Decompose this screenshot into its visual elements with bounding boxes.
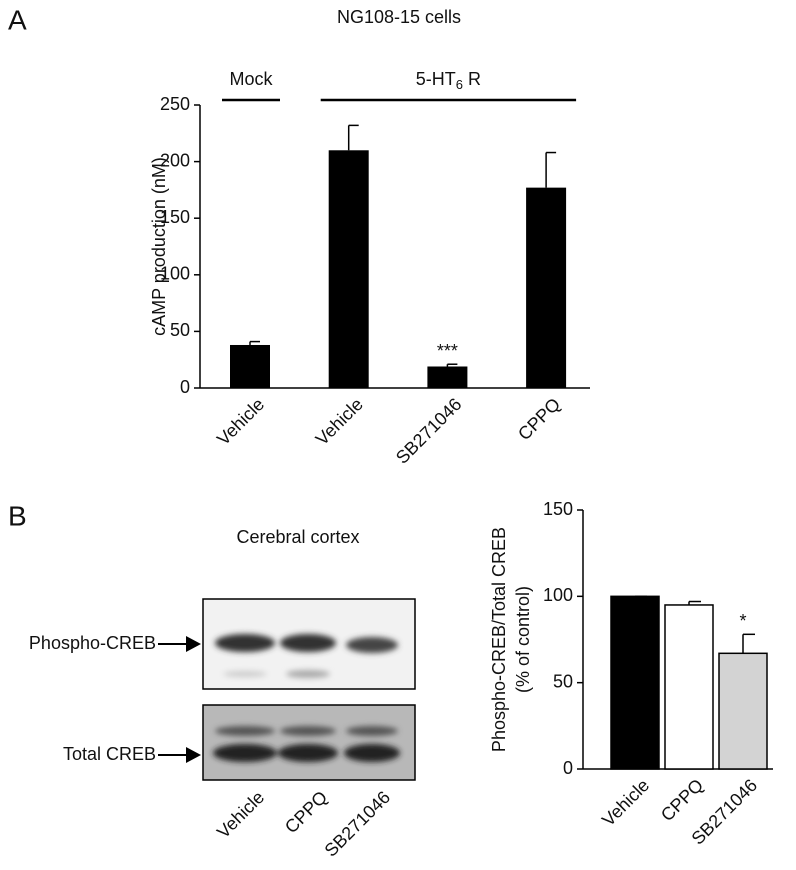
group-label: 5-HT6 R <box>416 69 481 93</box>
bar <box>328 150 369 388</box>
x-tick-label: CPPQ <box>657 775 707 825</box>
group-label: Mock <box>229 69 273 89</box>
panel-label: A <box>8 4 27 35</box>
x-tick-label: Vehicle <box>312 394 367 449</box>
y-tick-label: 200 <box>160 150 190 170</box>
blot-row-label: Total CREB <box>63 744 156 764</box>
group-label-part: 5-HT <box>416 69 456 89</box>
lane-label: Vehicle <box>213 787 268 842</box>
x-tick-label: Vehicle <box>598 775 653 830</box>
y-axis-label: (% of control) <box>513 586 533 693</box>
lane-label: CPPQ <box>281 787 331 837</box>
group-label-part: R <box>463 69 481 89</box>
bar <box>427 366 468 388</box>
significance: *** <box>437 341 458 361</box>
y-axis-label: Phospho-CREB/Total CREB <box>489 527 509 752</box>
y-tick-label: 100 <box>160 264 190 284</box>
chart-title: NG108-15 cells <box>337 7 461 27</box>
x-tick-label: SB271046 <box>392 394 466 468</box>
y-tick-label: 150 <box>160 207 190 227</box>
y-axis-label: cAMP production (nM) <box>149 157 169 336</box>
y-tick-label: 50 <box>553 671 573 691</box>
bar <box>526 187 567 388</box>
x-tick-label: Vehicle <box>213 394 268 449</box>
lane-label: SB271046 <box>321 787 395 861</box>
y-tick-label: 50 <box>170 320 190 340</box>
panel-label: B <box>8 500 27 531</box>
bar <box>718 652 768 770</box>
blot <box>158 598 416 781</box>
blot-row-label: Phospho-CREB <box>29 633 156 653</box>
significance: * <box>739 611 746 631</box>
y-tick-label: 150 <box>543 499 573 519</box>
group-label-part: Mock <box>229 69 273 89</box>
y-tick-label: 100 <box>543 585 573 605</box>
y-tick-label: 0 <box>180 377 190 397</box>
blot-title: Cerebral cortex <box>236 527 359 547</box>
y-tick-label: 0 <box>563 758 573 778</box>
x-tick-label: CPPQ <box>514 394 564 444</box>
bar <box>664 604 714 770</box>
bar <box>230 344 270 388</box>
y-tick-label: 250 <box>160 94 190 114</box>
group-label-part: 6 <box>456 77 463 92</box>
bar <box>610 595 660 770</box>
